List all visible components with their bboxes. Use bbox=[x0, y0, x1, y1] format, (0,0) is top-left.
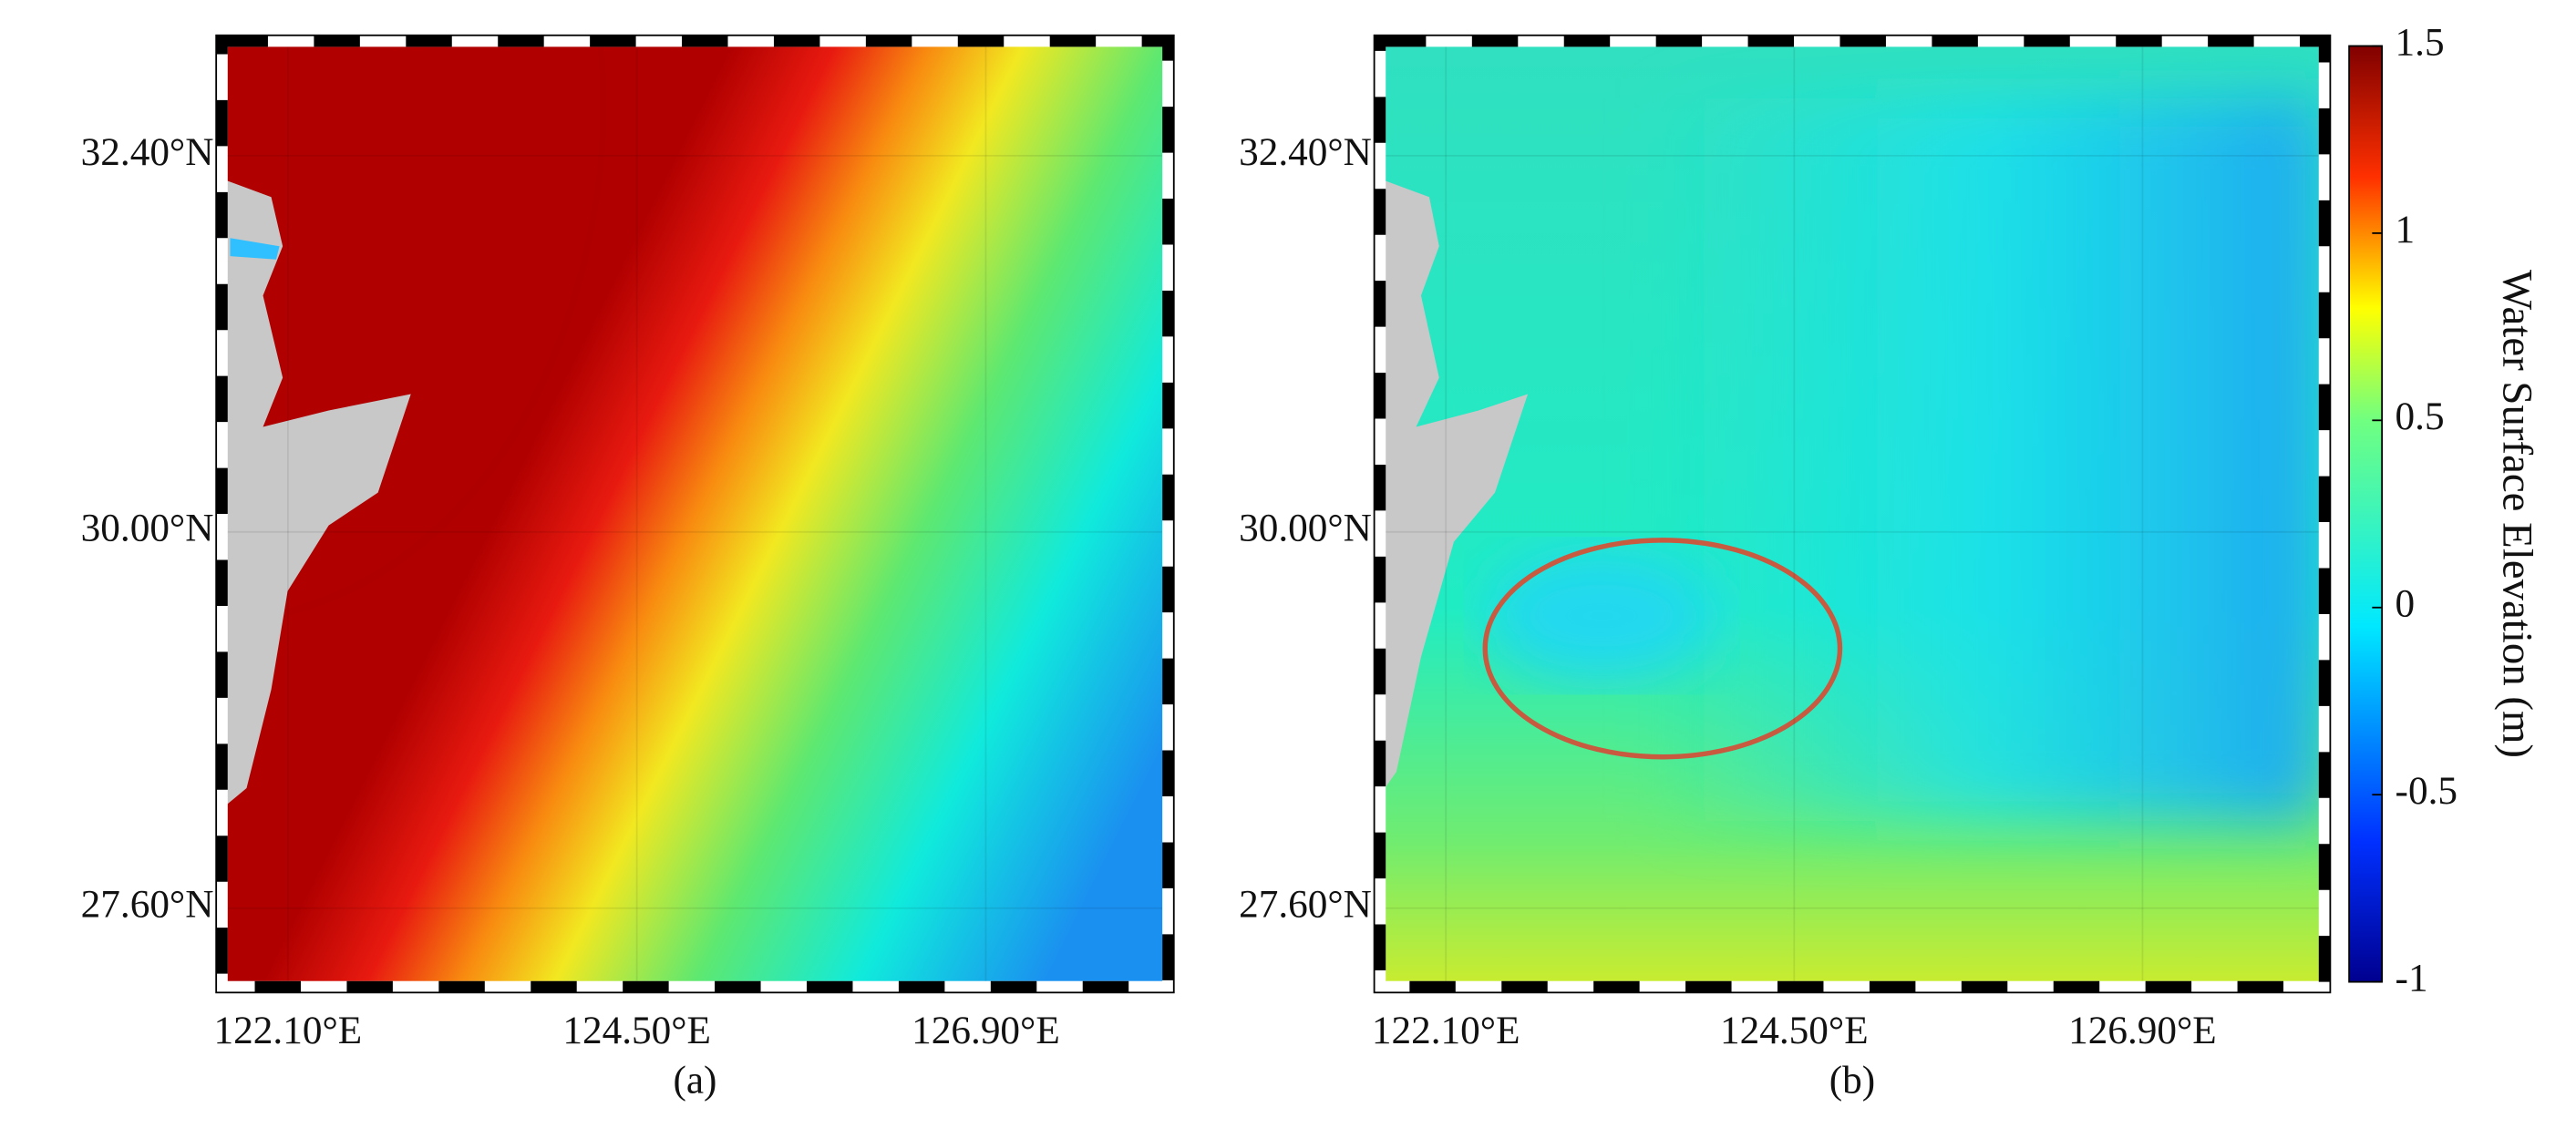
estuary bbox=[230, 238, 280, 260]
x-tick-label: 126.90°E bbox=[912, 1009, 1060, 1052]
y-tick-label: 32.40°N bbox=[1239, 130, 1372, 174]
colorbar-label: Water Surface Elevation (m) bbox=[2494, 270, 2541, 758]
land bbox=[1385, 180, 1529, 788]
y-tick-label: 32.40°N bbox=[81, 130, 214, 174]
x-tick-label: 122.10°E bbox=[214, 1009, 363, 1052]
frame-checker bbox=[1374, 35, 2331, 993]
colorbar-tick-label: 1.5 bbox=[2396, 20, 2445, 64]
highlight-ellipse bbox=[1482, 538, 1843, 760]
frame-outline bbox=[1373, 34, 2332, 994]
x-tick-label: 122.10°E bbox=[1372, 1009, 1520, 1052]
y-tick-label: 27.60°N bbox=[81, 883, 214, 927]
colorbar-tick-label: 1 bbox=[2396, 208, 2416, 251]
y-tick-label: 27.60°N bbox=[1239, 883, 1372, 927]
colorbar bbox=[2348, 45, 2384, 983]
panel-label: (b) bbox=[1829, 1058, 1875, 1102]
frame-outline bbox=[215, 34, 1175, 994]
colorbar-tick-label: 0.5 bbox=[2396, 395, 2445, 438]
colorbar-tick-label: -1 bbox=[2396, 957, 2428, 1000]
frame-checker bbox=[216, 35, 1174, 993]
panel-label: (a) bbox=[673, 1058, 716, 1102]
y-tick-label: 30.00°N bbox=[81, 507, 214, 550]
land bbox=[226, 180, 411, 805]
colorbar-tick-label: -0.5 bbox=[2396, 769, 2458, 813]
x-tick-label: 124.50°E bbox=[562, 1009, 711, 1052]
x-tick-label: 126.90°E bbox=[2068, 1009, 2217, 1052]
field-b bbox=[1385, 46, 2320, 982]
field-a bbox=[226, 46, 1164, 982]
y-tick-label: 30.00°N bbox=[1239, 507, 1372, 550]
colorbar-tick-label: 0 bbox=[2396, 582, 2416, 626]
x-tick-label: 124.50°E bbox=[1720, 1009, 1869, 1052]
